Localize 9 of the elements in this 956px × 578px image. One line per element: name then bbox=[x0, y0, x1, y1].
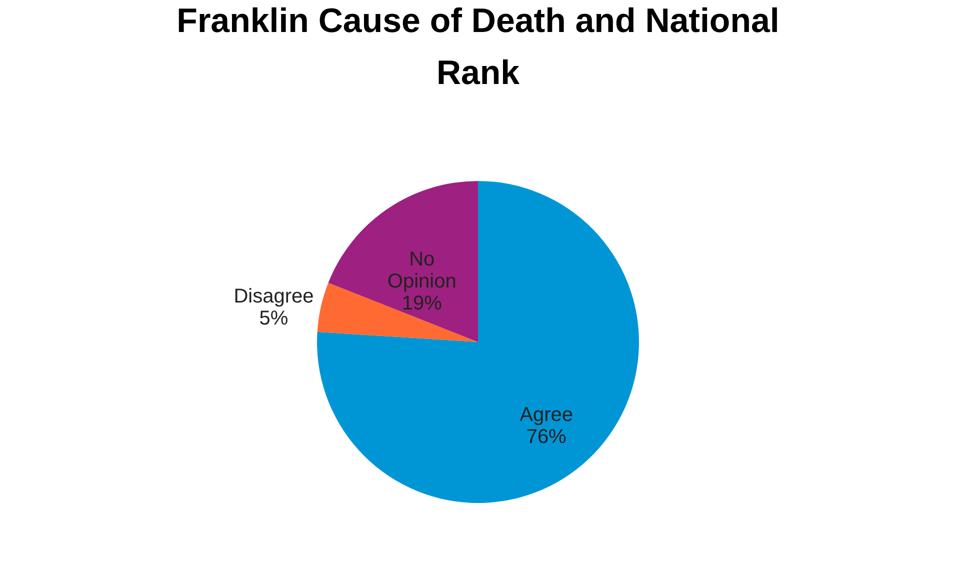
chart-title: Franklin Cause of Death and National Rank bbox=[176, 2, 780, 92]
pie-slice bbox=[328, 181, 478, 342]
slice-label: No Opinion bbox=[387, 248, 456, 292]
slice-label: Disagree bbox=[234, 285, 314, 308]
data-label: 5% bbox=[259, 307, 288, 330]
slice-label: Agree bbox=[520, 404, 574, 426]
data-label: 76% bbox=[526, 426, 567, 448]
pie-slice bbox=[317, 181, 639, 503]
data-label: 19% bbox=[402, 292, 442, 314]
